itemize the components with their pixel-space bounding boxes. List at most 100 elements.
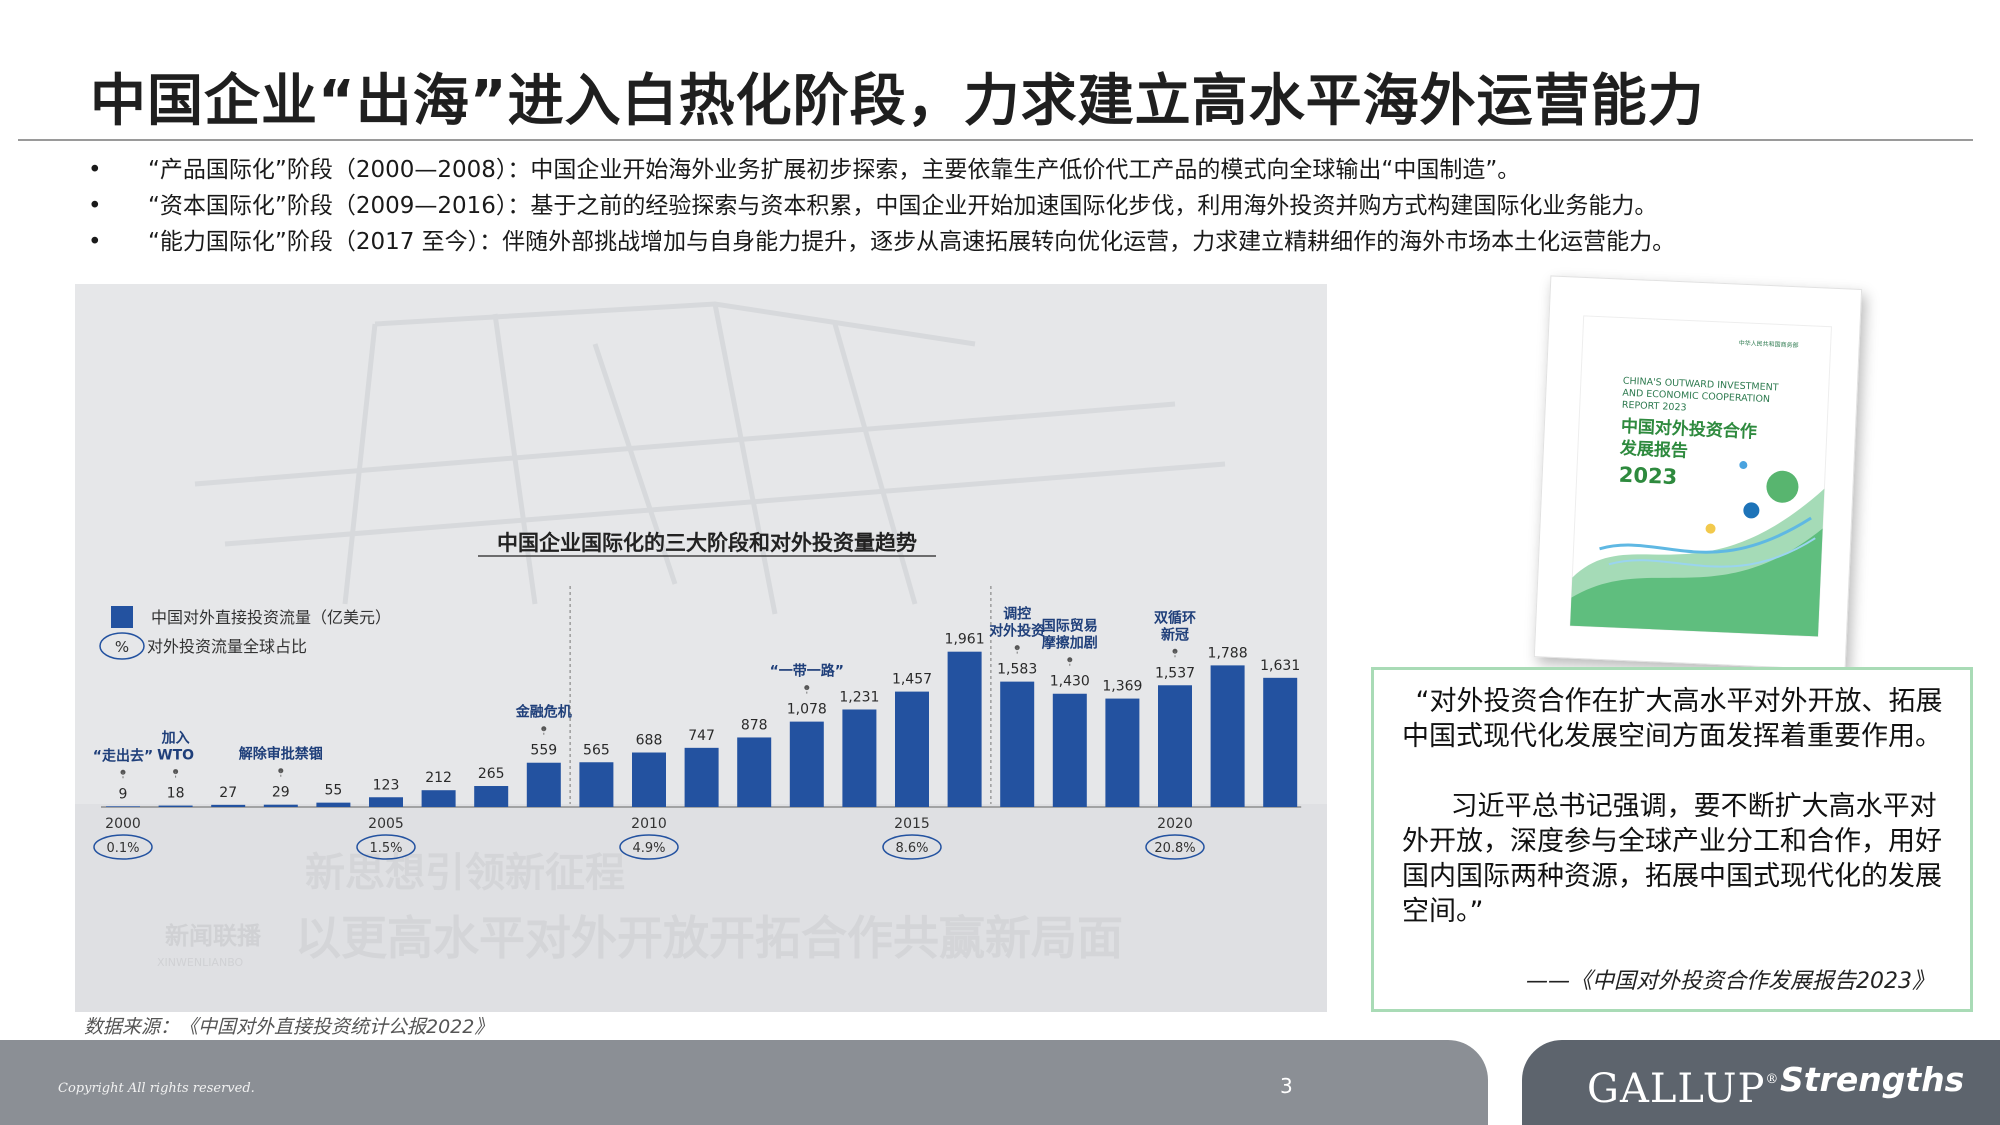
year-tick-label: 2005	[368, 816, 404, 832]
bar-2014	[842, 709, 877, 807]
footer-bar-left	[0, 1040, 1488, 1125]
bar-value-label: 55	[324, 783, 342, 799]
legend-percent-label: 对外投资流量全球占比	[147, 637, 307, 656]
cover-org: 中华人民共和国商务部	[1738, 339, 1798, 350]
legend-bar-swatch	[111, 606, 133, 628]
footer-bar-right	[1522, 1040, 2000, 1125]
bar-2004	[316, 802, 351, 807]
bar-2022	[1263, 677, 1298, 807]
cover-year: 2023	[1618, 463, 1677, 490]
annotation-dot	[541, 726, 547, 732]
bar-value-label: 1,369	[1102, 679, 1142, 695]
slide-title: 中国企业“出海”进入白热化阶段，力求建立高水平海外运营能力	[90, 69, 1705, 134]
annotation-label: 金融危机	[515, 704, 572, 721]
cover-en-line-3: REPORT 2023	[1622, 400, 1687, 414]
chart-marks: 9 18 27 29 55 123 212 265 559 565 688 747 878 1,078 1,…	[93, 586, 1302, 860]
background-photo: 新思想引领新征程 新闻联播 XINWENLIANBO 以更高水平对外开放开拓合作…	[75, 284, 1327, 1012]
stage-bullet-list: “产品国际化”阶段（2000—2008）：中国企业开始海外业务扩展初步探索，主要…	[80, 152, 1960, 260]
annotation-label: 摩擦加剧	[1042, 635, 1098, 652]
watermark-banner: 以更高水平对外开放开拓合作共赢新局面	[295, 911, 1123, 965]
strengths-wordmark: Strengths	[1780, 1060, 1965, 1099]
bar-value-label: 212	[425, 770, 452, 786]
bar-2011	[684, 747, 719, 807]
bar-2009	[579, 762, 614, 807]
bar-value-label: 1,078	[787, 702, 827, 718]
bar-2002	[211, 804, 246, 807]
data-source: 数据来源：《中国对外直接投资统计公报2022》	[84, 1016, 494, 1038]
bar-2010	[632, 752, 666, 807]
watermark-logo-en: XINWENLIANBO	[157, 956, 244, 969]
annotation-label: “走出去”	[93, 747, 153, 764]
bar-value-label: 688	[636, 733, 663, 749]
annotation-label: 解除审批禁锢	[239, 746, 323, 763]
page-number: 3	[1280, 1074, 1293, 1098]
bullet-product-stage: “产品国际化”阶段（2000—2008）：中国企业开始海外业务扩展初步探索，主要…	[80, 152, 1960, 188]
annotation-label: 加入	[161, 731, 190, 747]
annotation-label: “一带一路”	[770, 663, 844, 680]
bar-2021	[1210, 665, 1245, 807]
cover-cn-line-2: 发展报告	[1619, 438, 1689, 462]
report-cover: 中华人民共和国商务部 CHINA'S OUTWARD INVESTMENT AN…	[1533, 275, 1863, 671]
annotation-label: 双循环	[1154, 609, 1196, 626]
annotation-label: 新冠	[1161, 626, 1189, 643]
bar-value-label: 1,788	[1208, 645, 1248, 661]
bar-value-label: 1,457	[892, 672, 932, 688]
strengths-logo: Strengths	[1780, 1060, 1964, 1099]
cover-wave-graphic	[1570, 461, 1825, 637]
bar-value-label: 1,430	[1050, 674, 1090, 690]
share-badge-ellipse	[356, 834, 416, 860]
bar-2012	[737, 737, 772, 807]
quote-source: ——《中国对外投资合作发展报告2023》	[1526, 969, 1934, 994]
investment-chart-panel: 新思想引领新征程 新闻联播 XINWENLIANBO 以更高水平对外开放开拓合作…	[75, 284, 1327, 1012]
year-tick-label: 2020	[1157, 816, 1193, 832]
share-badge-ellipse	[93, 834, 153, 860]
bar-value-label: 29	[272, 785, 290, 801]
bar-2001	[158, 805, 193, 807]
bar-value-label: 9	[119, 786, 128, 802]
bar-value-label: 27	[219, 785, 237, 801]
share-badge-ellipse	[882, 834, 942, 860]
bar-value-label: 1,631	[1260, 658, 1300, 674]
bullet-capital-stage: “资本国际化”阶段（2009—2016）：基于之前的经验探索与资本积累，中国企业…	[80, 188, 1960, 224]
watermark-headline: 新思想引领新征程	[305, 849, 625, 896]
bar-2019	[1105, 698, 1140, 807]
bar-2003	[263, 804, 298, 807]
share-badge-label: 1.5%	[369, 841, 402, 856]
year-tick-label: 2015	[894, 816, 930, 832]
bar-value-label: 1,537	[1155, 665, 1195, 681]
bar-value-label: 559	[530, 743, 557, 759]
bar-2000	[106, 806, 140, 807]
bar-value-label: 565	[583, 742, 610, 758]
bar-2016	[947, 651, 982, 807]
bar-2008	[526, 762, 561, 807]
bar-2018	[1052, 693, 1087, 807]
annotation-label: 调控	[1003, 606, 1031, 623]
legend-percent-symbol: %	[115, 638, 129, 656]
legend-bar-label: 中国对外直接投资流量（亿美元）	[151, 608, 391, 627]
bar-value-label: 18	[167, 786, 185, 802]
share-badge-label: 8.6%	[895, 841, 928, 856]
bar-2005	[369, 797, 403, 807]
bar-2015	[895, 691, 929, 807]
watermark-logo-cn: 新闻联播	[165, 922, 262, 950]
bar-value-label: 1,583	[997, 662, 1037, 678]
bar-2007	[474, 786, 509, 807]
bar-value-label: 1,961	[945, 632, 985, 648]
bar-value-label: 878	[741, 717, 768, 733]
gallup-wordmark: GALLUP	[1587, 1066, 1766, 1112]
copyright-text: Copyright All rights reserved.	[58, 1081, 255, 1096]
quote-box: “对外投资合作在扩大高水平对外开放、拓展中国式现代化发展空间方面发挥着重要作用。…	[1371, 667, 1973, 1012]
bullet-capability-stage: “能力国际化”阶段（2017 至今）：伴随外部挑战增加与自身能力提升，逐步从高速…	[80, 224, 1960, 260]
bar-value-label: 747	[688, 728, 715, 744]
bar-2017	[1000, 681, 1035, 807]
bar-value-label: 265	[478, 766, 505, 782]
bar-2006	[421, 790, 456, 807]
report-cover-art: 中华人民共和国商务部 CHINA'S OUTWARD INVESTMENT AN…	[1569, 315, 1832, 637]
annotation-label: 对外投资	[989, 623, 1045, 640]
bar-2013	[789, 721, 824, 807]
share-badge-label: 20.8%	[1154, 841, 1195, 856]
report-cover-page: 中华人民共和国商务部 CHINA'S OUTWARD INVESTMENT AN…	[1533, 275, 1863, 671]
gallup-logo: GALLUP®	[1587, 1066, 1779, 1112]
share-badge-ellipse	[619, 834, 679, 860]
year-tick-label: 2000	[105, 816, 141, 832]
